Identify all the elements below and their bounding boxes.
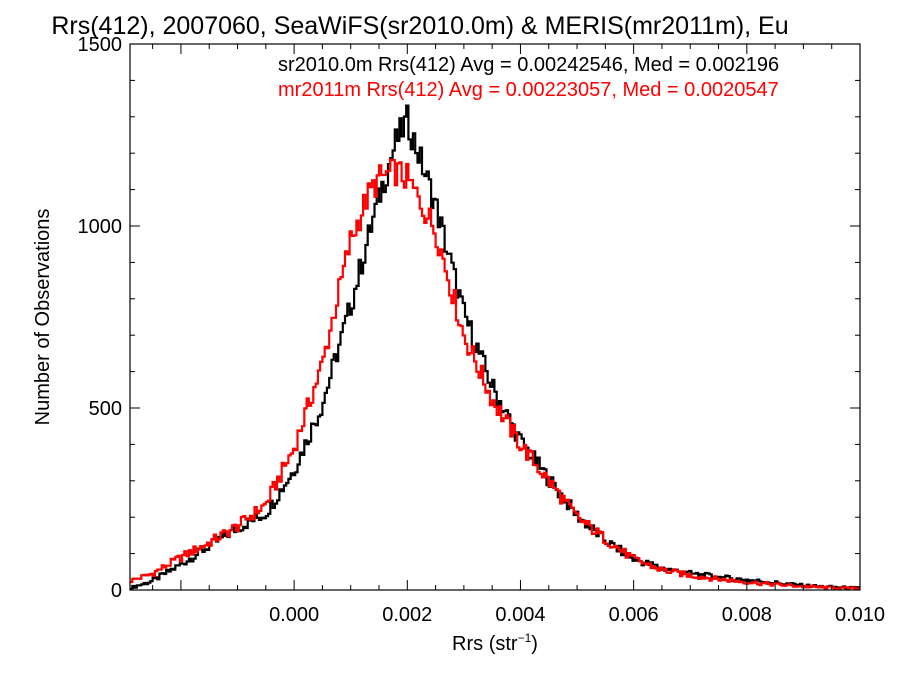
plot-frame (129, 43, 861, 591)
tick-layer: 0.000 0.002 0.004 0.006 0.008 0.010 0 500 1000 15… (78, 34, 886, 626)
y-tick-label: 500 (89, 398, 122, 420)
series-layer (130, 104, 860, 591)
x-axis-label-suffix: ) (531, 633, 538, 655)
chart-title: Rrs(412), 2007060, SeaWiFS(sr2010.0m) & … (51, 12, 788, 40)
y-tick-label: 1500 (78, 34, 123, 56)
x-axis-label: Rrs (str−1) (452, 631, 538, 655)
x-axis-label-superscript: −1 (518, 631, 532, 645)
x-tick-label: 0.000 (269, 604, 319, 626)
x-tick-label: 0.002 (382, 604, 432, 626)
y-axis-label: Number of Observations (32, 209, 54, 426)
y-tick-label: 0 (111, 580, 122, 602)
x-axis-label-main: Rrs (str (452, 633, 518, 655)
x-tick-label: 0.006 (609, 604, 659, 626)
x-tick-label: 0.008 (722, 604, 772, 626)
x-tick-label: 0.010 (835, 604, 885, 626)
legend-entry-sr2010: sr2010.0m Rrs(412) Avg = 0.00242546, Med… (278, 54, 779, 76)
x-tick-label: 0.004 (495, 604, 545, 626)
legend-entry-mr2011: mr2011m Rrs(412) Avg = 0.00223057, Med =… (278, 79, 779, 101)
series-line-mr2011m (130, 158, 860, 591)
y-tick-label: 1000 (78, 216, 123, 238)
